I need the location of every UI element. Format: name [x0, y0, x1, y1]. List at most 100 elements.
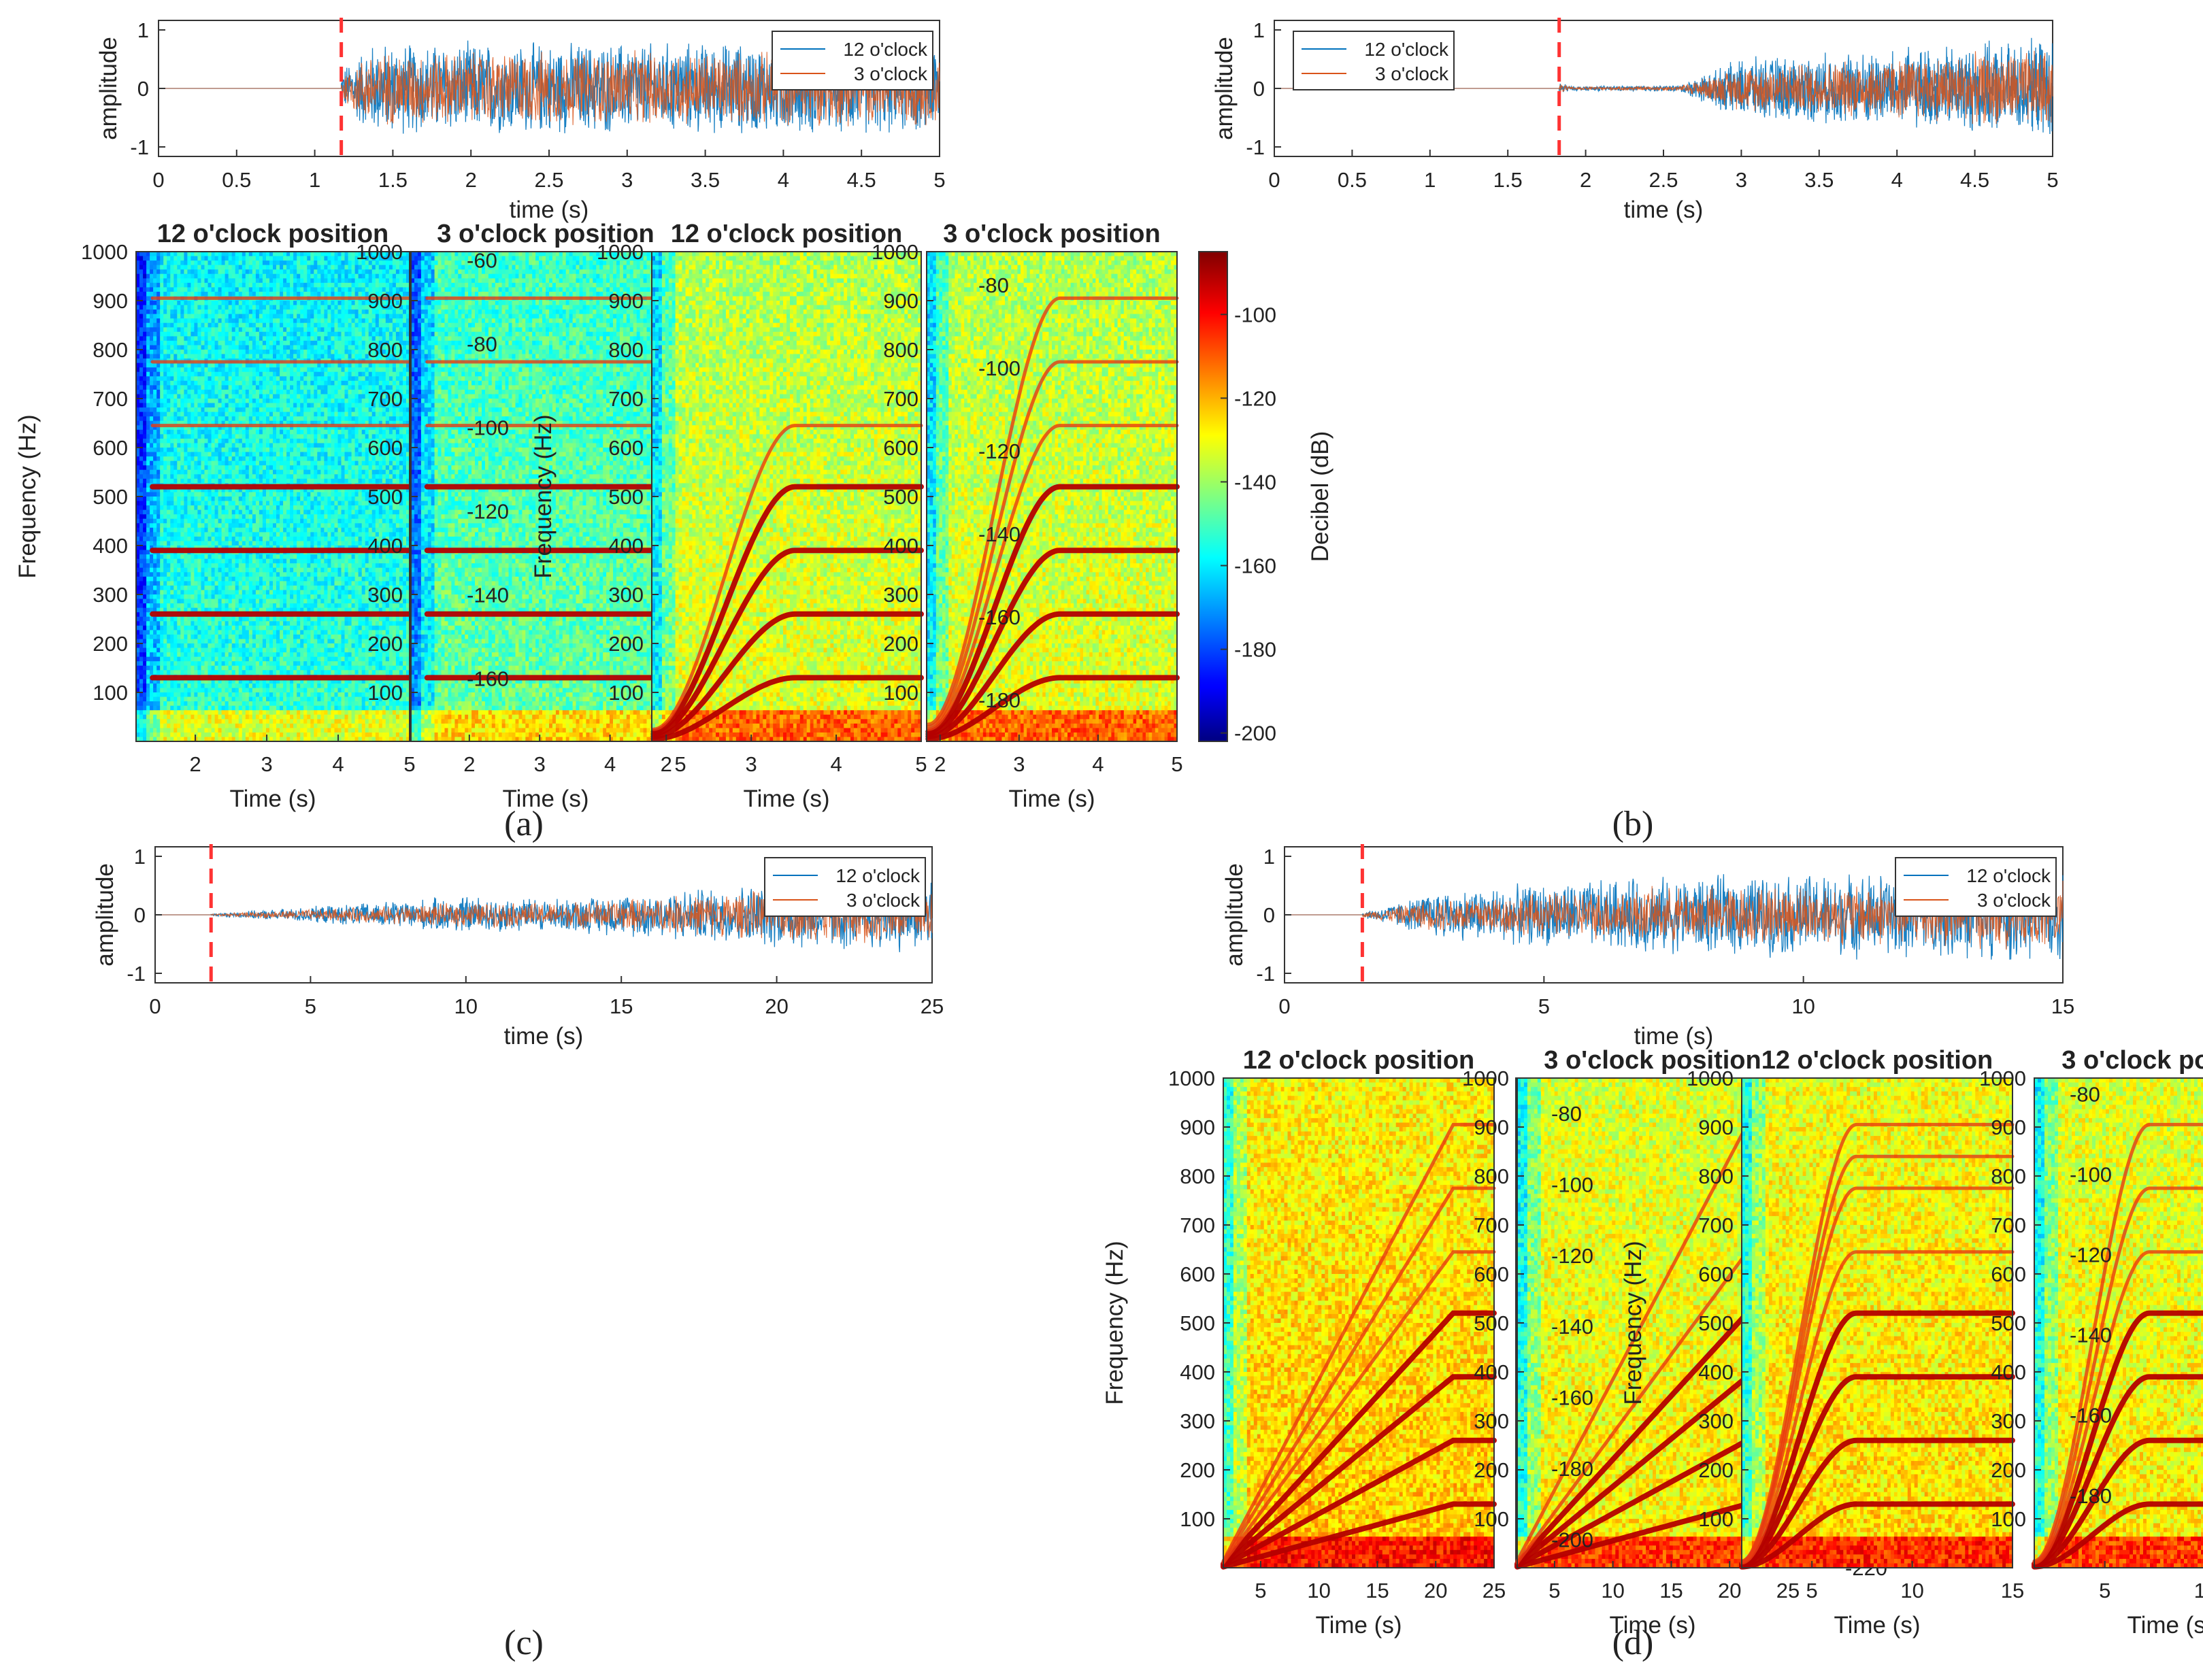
legend-entry: 3 o'clock	[1977, 890, 2051, 911]
colorbar-tick-label: -160	[1551, 1386, 1593, 1410]
x-tick-label: 2	[465, 168, 477, 192]
y-tick-label: 600	[1991, 1262, 2026, 1286]
x-tick-label: 0.5	[1338, 168, 1367, 192]
y-tick-label: 600	[93, 436, 128, 460]
y-tick-label: -1	[1256, 962, 1275, 986]
y-tick-label: 400	[1991, 1360, 2026, 1384]
y-tick-label: 600	[883, 436, 918, 460]
y-tick-label: 200	[1180, 1458, 1215, 1482]
x-tick-label: 5	[915, 752, 927, 776]
x-tick-label: 4	[1092, 752, 1104, 776]
y-tick-label: 700	[608, 387, 644, 411]
y-tick-label: 200	[1698, 1458, 1734, 1482]
y-tick-label: 400	[1698, 1360, 1734, 1384]
x-tick-label: 2.5	[1649, 168, 1678, 192]
y-tick-label: 600	[1474, 1262, 1509, 1286]
y-tick-label: 400	[883, 534, 918, 558]
colorbar-tick-label: -180	[1551, 1457, 1593, 1481]
y-tick-label: 600	[367, 436, 403, 460]
y-tick-label: 800	[1698, 1164, 1734, 1188]
y-tick-label: 700	[1474, 1213, 1509, 1237]
y-axis-label: Frequency (Hz)	[1102, 1241, 1128, 1405]
x-tick-label: 3.5	[691, 168, 720, 192]
colorbar-tick-label: -80	[2070, 1083, 2100, 1107]
colorbar-tick-label: -100	[2070, 1163, 2112, 1187]
colorbar-tick-label: -100	[467, 416, 509, 439]
spectrogram-3-oclock	[927, 252, 1227, 742]
x-tick-label: 5	[305, 994, 316, 1018]
x-tick-label: 3	[1013, 752, 1025, 776]
colorbar-tick-label: -180	[1234, 638, 1276, 662]
x-tick-label: 1.5	[1493, 168, 1523, 192]
y-tick-label: 1000	[597, 240, 644, 264]
x-tick-label: 15	[2051, 994, 2074, 1018]
y-tick-label: 500	[1474, 1311, 1509, 1335]
y-axis-label: Frequency (Hz)	[14, 414, 41, 578]
y-tick-label: 1000	[1687, 1066, 1734, 1090]
x-axis-label: Time (s)	[229, 786, 316, 812]
x-tick-label: 3	[746, 752, 757, 776]
x-tick-label: 4.5	[1960, 168, 1989, 192]
x-tick-label: 10	[1601, 1579, 1624, 1602]
y-tick-label: 800	[367, 338, 403, 362]
y-tick-label: 600	[1698, 1262, 1734, 1286]
x-tick-label: 1	[309, 168, 320, 192]
x-tick-label: 5	[674, 752, 686, 776]
y-tick-label: 100	[1991, 1507, 2026, 1531]
y-tick-label: 400	[608, 534, 644, 558]
x-tick-label: 0.5	[222, 168, 251, 192]
x-tick-label: 10	[1791, 994, 1815, 1018]
y-tick-label: 0	[137, 77, 149, 101]
y-tick-label: 1	[1263, 845, 1275, 869]
x-tick-label: 0	[1278, 994, 1290, 1018]
colorbar-tick-label: -120	[2070, 1243, 2112, 1267]
x-tick-label: 25	[921, 994, 944, 1018]
x-tick-label: 5	[1806, 1579, 1818, 1602]
y-tick-label: 800	[1180, 1164, 1215, 1188]
y-tick-label: 600	[1180, 1262, 1215, 1286]
x-tick-label: 4	[778, 168, 789, 192]
y-tick-label: 800	[1991, 1164, 2026, 1188]
y-tick-label: 900	[1180, 1115, 1215, 1139]
y-tick-label: 500	[883, 485, 918, 509]
x-tick-label: 4	[1891, 168, 1903, 192]
x-tick-label: 2	[189, 752, 201, 776]
y-tick-label: 200	[883, 632, 918, 656]
colorbar-tick-label: -200	[1234, 722, 1276, 745]
colorbar	[1199, 252, 1227, 741]
panel-label: (d)	[1612, 1624, 1654, 1662]
x-tick-label: 2	[661, 752, 672, 776]
y-tick-label: 300	[93, 583, 128, 607]
x-tick-label: 4	[332, 752, 344, 776]
legend-entry: 12 o'clock	[1364, 39, 1449, 60]
y-axis-label: amplitude	[1221, 863, 1248, 967]
y-tick-label: 400	[93, 534, 128, 558]
y-tick-label: 300	[1698, 1409, 1734, 1433]
y-tick-label: 100	[1180, 1507, 1215, 1531]
x-tick-label: 1.5	[378, 168, 408, 192]
panel-label: (c)	[504, 1624, 544, 1662]
colorbar-tick-label: -160	[2070, 1404, 2112, 1428]
x-tick-label: 4.5	[847, 168, 876, 192]
x-tick-label: 25	[1483, 1579, 1506, 1602]
x-tick-label: 1	[1424, 168, 1436, 192]
x-axis-label: Time (s)	[1315, 1612, 1402, 1639]
colorbar-tick-label: -60	[467, 248, 497, 272]
x-tick-label: 10	[454, 994, 478, 1018]
spectrogram-12-oclock	[652, 252, 972, 742]
x-tick-label: 5	[403, 752, 415, 776]
x-tick-label: 3	[534, 752, 546, 776]
y-tick-label: 500	[367, 485, 403, 509]
y-tick-label: 900	[608, 289, 644, 313]
y-tick-label: 0	[134, 903, 146, 927]
x-tick-label: 20	[765, 994, 788, 1018]
y-tick-label: 800	[608, 338, 644, 362]
x-tick-label: 5	[1548, 1579, 1560, 1602]
spectrogram-title: 12 o'clock position	[1761, 1046, 1993, 1075]
y-tick-label: 1000	[1462, 1066, 1509, 1090]
x-axis-label: time (s)	[1624, 197, 1704, 223]
x-tick-label: 5	[1255, 1579, 1266, 1602]
colorbar-tick-label: -100	[1234, 303, 1276, 326]
x-tick-label: 15	[2001, 1579, 2024, 1602]
